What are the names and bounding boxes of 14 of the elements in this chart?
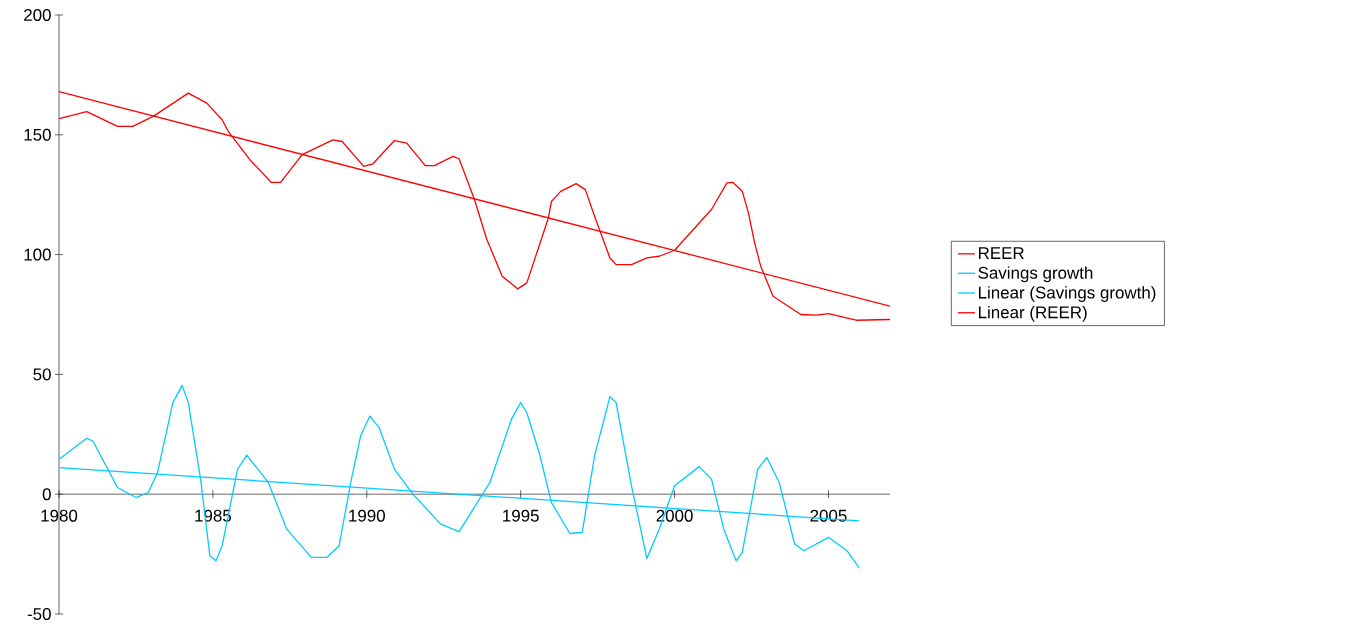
y-tick-label: 50 [33, 368, 51, 381]
y-tick-label: 0 [42, 488, 51, 501]
x-tick-label: 1990 [349, 509, 385, 522]
y-tick-label: 100 [24, 248, 51, 261]
x-tick-label: 1995 [503, 509, 539, 522]
x-tick-label: 1980 [41, 509, 78, 522]
legend-label: REER [978, 247, 1024, 259]
y-tick-label: -50 [27, 607, 51, 620]
legend-label: Linear (Savings growth) [978, 286, 1156, 302]
x-tick-label: 2005 [810, 509, 847, 522]
y-tick-label: 150 [24, 128, 51, 141]
legend-label: Linear (REER) [978, 305, 1087, 322]
y-tick-label: 200 [24, 8, 51, 21]
legend-label: Savings growth [978, 266, 1093, 283]
